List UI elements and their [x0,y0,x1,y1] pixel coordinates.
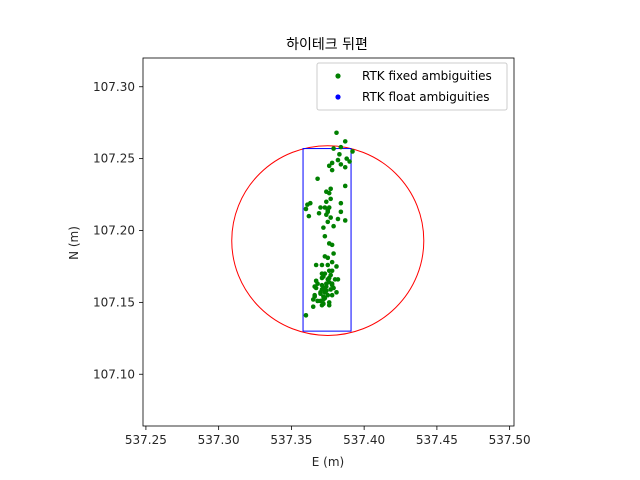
data-point [331,146,336,151]
data-point [305,202,310,207]
data-point [312,284,317,289]
data-point [315,176,320,182]
data-point [342,218,348,223]
x-tick-label: 537.40 [343,433,385,447]
data-point [325,292,331,298]
data-point [335,157,341,163]
data-point [310,304,316,309]
data-point [321,225,326,230]
legend-marker [335,94,341,100]
data-point [321,294,326,299]
data-point [329,167,335,173]
x-tick-label: 537.30 [198,433,240,447]
data-point [328,186,333,192]
data-point [338,200,344,206]
data-point [347,159,352,164]
data-point [324,212,329,217]
x-axis-label: E (m) [312,455,344,469]
data-point [328,287,333,292]
data-point [322,205,328,210]
data-point [326,268,332,274]
data-point [331,223,336,229]
data-point [334,130,339,136]
axes-frame [142,57,515,427]
data-point [324,199,329,205]
data-point [329,160,335,166]
data-point [315,298,320,304]
data-point [319,262,325,268]
y-tick-label: 107.25 [93,152,135,166]
data-point [331,251,336,256]
data-point [329,292,335,298]
legend: RTK fixed ambiguities RTK float ambiguiti… [316,62,508,111]
data-point [328,215,333,220]
data-point [338,209,344,215]
chart-title: 하이테크 뒤편 [286,37,368,53]
data-point [326,163,332,169]
data-point [344,156,349,161]
data-point [335,216,341,222]
data-point [337,152,342,157]
data-point [342,183,348,189]
data-point [318,205,323,210]
data-point [324,189,329,194]
data-point [328,196,333,202]
x-tick-label: 537.50 [489,433,531,447]
data-point [342,139,348,144]
data-point [325,255,331,261]
data-point [303,313,309,318]
data-point [325,219,331,225]
data-point [334,264,339,269]
data-point [306,213,312,219]
data-point [313,278,319,284]
data-point [316,210,322,216]
data-point [322,233,328,239]
data-point [335,277,341,282]
data-point [329,259,335,265]
plot-area [231,130,425,336]
y-axis-label: N (m) [67,226,81,260]
data-point [324,288,329,294]
axes: 537.25 537.30 537.35 537.40 537.45 537.50 107.… [93,57,531,447]
x-tick-label: 537.25 [125,433,167,447]
data-point [342,164,348,170]
y-tick-label: 107.15 [93,295,135,309]
y-tick-label: 107.20 [93,224,135,238]
data-point [329,242,335,248]
data-point [319,287,325,292]
data-point [312,294,317,299]
data-point [319,271,325,276]
legend-box [316,62,508,111]
x-tick-label: 537.35 [270,433,312,447]
bounding-rectangle [302,148,352,332]
data-point [319,275,325,281]
data-point [303,206,309,212]
data-point [313,262,319,268]
legend-label: RTK fixed ambiguities [362,69,492,83]
legend-marker [335,73,341,79]
x-tick-label: 537.45 [416,433,458,447]
data-point [338,162,344,167]
boundary-circle [231,145,425,336]
data-point [329,282,335,288]
data-point [326,302,332,308]
data-point [319,302,325,308]
data-point [338,144,344,150]
y-tick-label: 107.10 [93,367,135,381]
data-point [325,262,331,268]
data-point [334,290,339,295]
legend-label: RTK float ambiguities [362,90,489,104]
y-tick-label: 107.30 [93,80,135,94]
data-point [350,149,355,154]
